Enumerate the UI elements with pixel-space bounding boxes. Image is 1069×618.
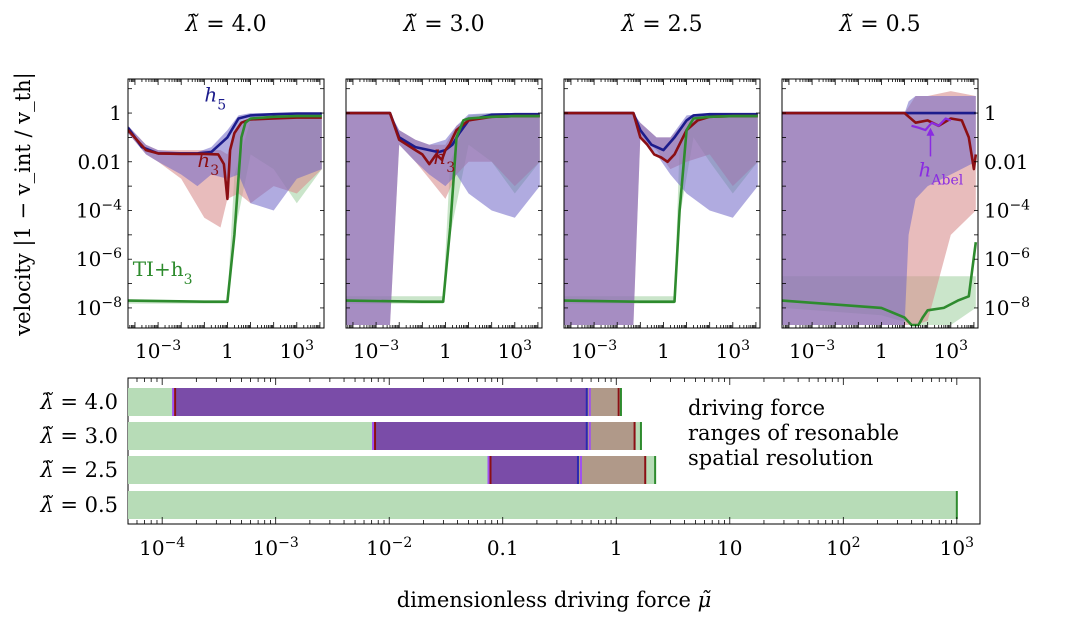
- panel-plot-area: [128, 112, 322, 304]
- panel-title: λ̃ = 3.0: [402, 12, 484, 37]
- x-tick-label: 1: [875, 339, 888, 363]
- bar-row-3: λ̃ = 2.5: [39, 456, 657, 484]
- bar-h5-range: [490, 456, 578, 484]
- line-h3: [782, 111, 978, 171]
- line-h5: [564, 111, 758, 152]
- band-h5: [346, 113, 540, 325]
- bar-row-1: λ̃ = 4.0: [39, 388, 622, 416]
- x-tick-label: 10−4: [139, 535, 185, 560]
- line-TI: [346, 114, 540, 303]
- y-tick-label: 1: [109, 101, 122, 125]
- panel-3: 10−3 1 103 λ̃ = 2.5: [563, 12, 761, 363]
- x-tick-label: 10: [717, 536, 742, 560]
- y-label-text: velocity |1 − v_int / v_th|: [11, 72, 36, 336]
- bar-row-4: λ̃ = 0.5: [39, 491, 958, 519]
- abel-arrow-head: [926, 127, 935, 136]
- y-tick-label: 10−4: [984, 197, 1030, 222]
- y-tick-label: 10−8: [76, 295, 122, 320]
- bar-h5-range: [375, 422, 587, 450]
- panel-plot-area: [346, 111, 540, 325]
- x-tick-label: 1: [657, 339, 670, 363]
- row-label: λ̃ = 0.5: [39, 493, 118, 517]
- row-label: λ̃ = 3.0: [39, 424, 118, 448]
- series-label-abel: hAbel: [918, 157, 963, 188]
- series-label-h3: h3: [197, 148, 219, 179]
- x-tick-label: 10−3: [353, 338, 399, 363]
- panel-title: λ̃ = 4.0: [184, 12, 266, 37]
- x-tick-label: 0.1: [487, 536, 519, 560]
- x-tick-label: 1: [439, 339, 452, 363]
- x-tick-label: 10−3: [135, 338, 181, 363]
- series-label-h3: h3: [433, 145, 455, 176]
- series-label-h5: h5: [204, 82, 226, 113]
- panel-plot-area: [564, 111, 758, 325]
- x-tick-label: 1: [610, 536, 623, 560]
- band-h5: [128, 113, 322, 211]
- x-tick-label: 10−2: [366, 535, 412, 560]
- panel-2: 10−3 1 103 λ̃ = 3.0 h3: [345, 12, 543, 363]
- bar-row-2: λ̃ = 3.0: [39, 422, 642, 450]
- y-tick-label: 1: [984, 101, 997, 125]
- y-tick-label: 10−6: [984, 246, 1030, 271]
- x-tick-label: 102: [826, 535, 860, 560]
- bar-TI-range: [128, 491, 957, 519]
- x-tick-label: 103: [934, 338, 968, 363]
- annotation-line: ranges of resonable: [688, 421, 899, 445]
- bar-h5-range: [175, 388, 587, 416]
- series-label-TI: TI+h3: [133, 257, 193, 288]
- x-tick-label: 103: [716, 338, 750, 363]
- line-TI: [782, 242, 978, 327]
- line-TI: [564, 114, 758, 303]
- row-label: λ̃ = 2.5: [39, 458, 118, 482]
- band-h5: [782, 96, 976, 325]
- annotation-line: driving force: [688, 396, 825, 420]
- y-tick-label: 0.01: [77, 150, 122, 174]
- y-tick-label: 0.01: [984, 150, 1029, 174]
- annotation-line: spatial resolution: [688, 446, 873, 470]
- y-tick-label: 10−8: [984, 295, 1030, 320]
- x-tick-label: 10−3: [253, 535, 299, 560]
- band-h5: [564, 113, 758, 325]
- line-h3: [128, 116, 322, 201]
- panel-title: λ̃ = 0.5: [838, 12, 920, 37]
- y-tick-label: 10−4: [76, 197, 122, 222]
- panel-1: 10−3 1 103 λ̃ = 4.0 h5 h3 TI+h3 1 0.01 10−4 10−6 10…: [76, 12, 325, 363]
- row-label: λ̃ = 4.0: [39, 390, 118, 414]
- bar-frame: [127, 377, 981, 525]
- x-tick-label: 10−3: [789, 338, 835, 363]
- y-axis-label: velocity |1 − v_int / v_th|: [11, 72, 36, 336]
- x-tick-label: 10−3: [571, 338, 617, 363]
- panel-plot-area: [782, 91, 978, 327]
- line-abel: [911, 117, 952, 132]
- range-bar-chart: λ̃ = 4.0 λ̃ = 3.0 λ̃ = 2.5 λ̃ = 0.5 10−4 10−3…: [39, 377, 981, 560]
- y-tick-label: 10−6: [76, 246, 122, 271]
- panel-4: 10−3 1 103 λ̃ = 0.5 hAbel 1 0.01 10−4 10−6 10−8: [781, 12, 1030, 363]
- line-TI: [128, 114, 322, 303]
- x-tick-label: 103: [940, 535, 974, 560]
- x-tick-label: 1: [221, 339, 234, 363]
- x-tick-label: 103: [280, 338, 314, 363]
- x-label-text: dimensionless driving force μ̃: [397, 588, 711, 612]
- x-axis-label: dimensionless driving force μ̃: [397, 588, 711, 612]
- panel-title: λ̃ = 2.5: [620, 12, 702, 37]
- x-tick-label: 103: [498, 338, 532, 363]
